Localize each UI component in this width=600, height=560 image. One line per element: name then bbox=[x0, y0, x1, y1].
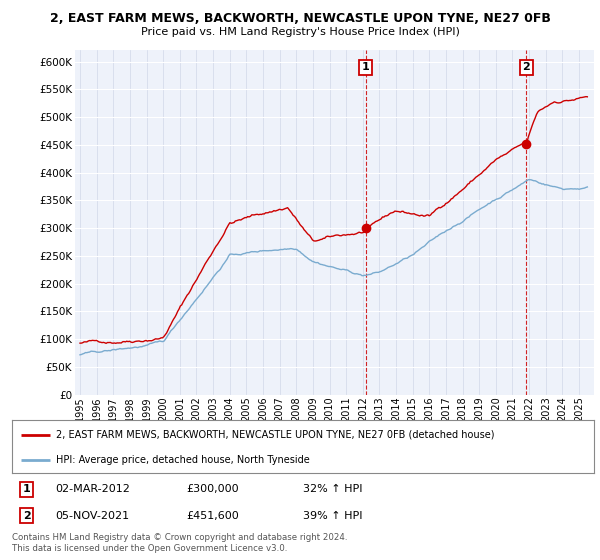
Text: 1: 1 bbox=[362, 63, 370, 72]
Text: 1: 1 bbox=[23, 484, 31, 494]
Text: Contains HM Land Registry data © Crown copyright and database right 2024.
This d: Contains HM Land Registry data © Crown c… bbox=[12, 533, 347, 553]
Text: 2, EAST FARM MEWS, BACKWORTH, NEWCASTLE UPON TYNE, NE27 0FB (detached house): 2, EAST FARM MEWS, BACKWORTH, NEWCASTLE … bbox=[56, 430, 494, 440]
Text: £451,600: £451,600 bbox=[187, 511, 239, 521]
Text: 32% ↑ HPI: 32% ↑ HPI bbox=[303, 484, 362, 494]
Text: Price paid vs. HM Land Registry's House Price Index (HPI): Price paid vs. HM Land Registry's House … bbox=[140, 27, 460, 37]
Text: 2: 2 bbox=[23, 511, 31, 521]
Text: 2, EAST FARM MEWS, BACKWORTH, NEWCASTLE UPON TYNE, NE27 0FB: 2, EAST FARM MEWS, BACKWORTH, NEWCASTLE … bbox=[50, 12, 550, 25]
Text: 2: 2 bbox=[523, 63, 530, 72]
Text: 39% ↑ HPI: 39% ↑ HPI bbox=[303, 511, 362, 521]
Text: 05-NOV-2021: 05-NOV-2021 bbox=[56, 511, 130, 521]
Text: £300,000: £300,000 bbox=[187, 484, 239, 494]
Text: HPI: Average price, detached house, North Tyneside: HPI: Average price, detached house, Nort… bbox=[56, 455, 310, 465]
Text: 02-MAR-2012: 02-MAR-2012 bbox=[56, 484, 131, 494]
